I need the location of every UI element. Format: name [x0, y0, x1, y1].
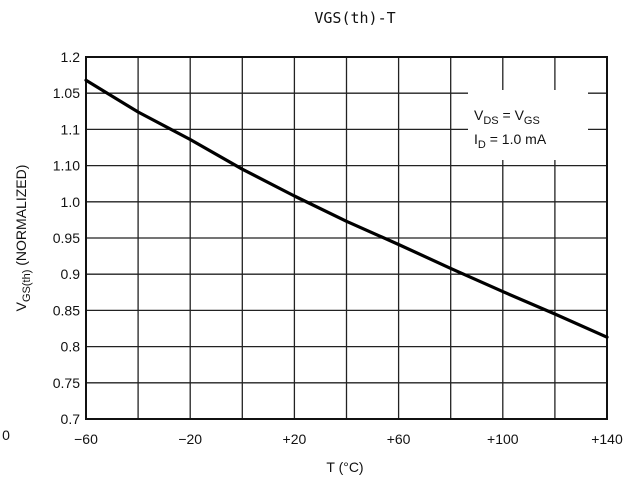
x-tick-label: −20: [178, 431, 202, 447]
x-tick-label: +140: [591, 431, 623, 447]
y-tick-label: 1.10: [53, 158, 80, 174]
y-tick-label: 0.75: [53, 375, 80, 391]
annotation-box: [468, 90, 588, 160]
left-edge-label: 0: [2, 427, 10, 443]
annotation-text: VDS = VGS: [474, 107, 540, 127]
annotation-text: ID = 1.0 mA: [474, 131, 547, 151]
plot-frame: [85, 56, 608, 420]
y-tick-label: 1.2: [61, 49, 81, 65]
x-tick-label: −60: [74, 431, 98, 447]
y-tick-label: 0.9: [61, 266, 81, 282]
y-tick-label: 1.0: [61, 194, 81, 210]
y-tick-label: 0.8: [61, 339, 81, 355]
y-tick-label: 0.85: [53, 302, 80, 318]
y-tick-label: 1.1: [61, 121, 81, 137]
x-tick-label: +60: [387, 431, 411, 447]
y-tick-label: 1.05: [53, 85, 80, 101]
y-tick-label: 0.95: [53, 230, 80, 246]
x-axis-label: T (°C): [326, 459, 363, 475]
y-axis-label: VGS(th) (NORMALIZED): [13, 165, 33, 312]
chart-title: VGS(th)-T: [314, 9, 395, 27]
y-tick-label: 0.7: [61, 411, 81, 427]
x-tick-label: +20: [283, 431, 307, 447]
x-tick-label: +100: [487, 431, 519, 447]
series-line: [84, 78, 609, 339]
